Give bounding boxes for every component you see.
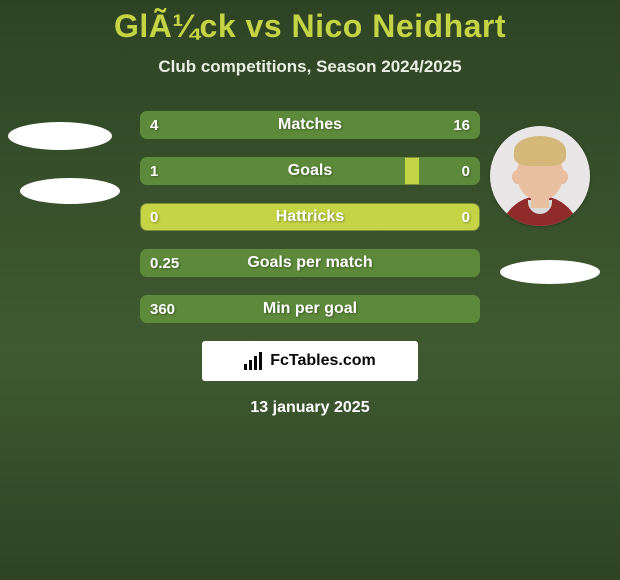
avatar-illustration [490, 126, 590, 226]
bar-value-left: 0 [150, 203, 158, 231]
bar-value-right: 16 [453, 111, 470, 139]
watermark: FcTables.com [202, 341, 418, 381]
bar-row: Min per goal360 [140, 295, 480, 323]
bar-row: Matches416 [140, 111, 480, 139]
decor-ellipse [500, 260, 600, 284]
bar-value-right: 0 [462, 203, 470, 231]
date-text: 13 january 2025 [0, 399, 620, 417]
bar-value-left: 4 [150, 111, 158, 139]
comparison-infographic: GlÃ¼ck vs Nico Neidhart Club competition… [0, 0, 620, 580]
comparison-bars: Matches416Goals10Hattricks00Goals per ma… [140, 111, 480, 323]
bar-value-left: 1 [150, 157, 158, 185]
page-subtitle: Club competitions, Season 2024/2025 [0, 57, 620, 77]
bar-row: Goals per match0.25 [140, 249, 480, 277]
decor-ellipse [20, 178, 120, 204]
bar-row: Hattricks00 [140, 203, 480, 231]
bar-row: Goals10 [140, 157, 480, 185]
page-title: GlÃ¼ck vs Nico Neidhart [0, 0, 620, 45]
bar-value-right: 0 [462, 157, 470, 185]
player-avatar [490, 126, 590, 226]
watermark-text: FcTables.com [270, 352, 376, 370]
bar-chart-icon [244, 352, 262, 370]
bar-value-left: 360 [150, 295, 175, 323]
bar-value-left: 0.25 [150, 249, 179, 277]
decor-ellipse [8, 122, 112, 150]
